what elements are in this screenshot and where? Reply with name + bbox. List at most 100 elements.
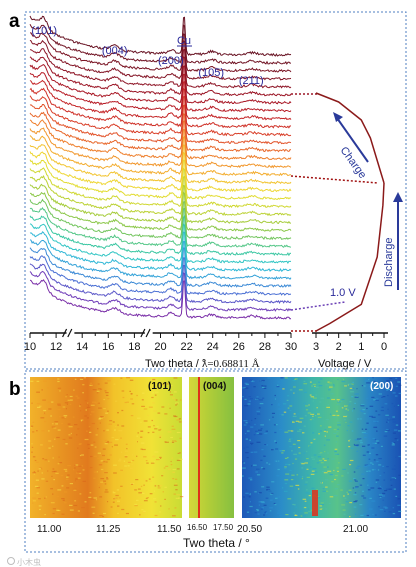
heatmap-cell [284,479,289,481]
heatmap-cell [66,403,68,405]
heatmap-cell [391,468,396,470]
heatmap-cell [104,443,108,445]
heatmap-cell [31,451,33,453]
heatmap-cell [77,428,80,430]
heatmap-cell [98,418,101,420]
heatmap-cell [139,514,141,516]
tick-11-50: 11.50 [157,524,182,535]
heatmap-cell [136,499,139,501]
heatmap-cell [143,456,147,458]
heatmap-cell [99,496,103,498]
heatmap-cell [130,460,133,462]
xrd-pattern [29,79,292,121]
heatmap-cell [342,509,346,511]
heatmap-cell [270,493,273,495]
xrd-pattern [29,279,292,320]
heatmap-cell [322,471,326,473]
heatmap-cell [47,470,49,472]
heatmap-cell [117,505,120,507]
heatmap-cell [250,398,253,400]
heatmap-cell [120,437,122,439]
heatmap-cell [256,474,261,476]
heatmap-cell [309,445,311,447]
heatmap-cell [386,389,389,391]
heatmap-cell [272,416,274,418]
heatmap-cell [373,399,376,401]
xrd-pattern [29,87,292,129]
heatmap-cell [54,421,59,423]
heatmap-cell [394,465,396,467]
heatmap-cell [154,501,157,503]
heatmap-cell [104,390,107,392]
heatmap-cell [334,450,337,453]
heatmap-cell [389,378,393,380]
heatmap-cell [329,386,333,388]
heatmap-cell [104,382,108,384]
heatmap-cell [320,397,325,399]
heatmap-cell [158,429,161,431]
heatmap-cell [386,380,390,382]
heatmap-cell [352,487,354,489]
heatmap-cell [122,396,125,399]
tick-16-50: 16.50 [187,523,208,532]
heatmap-cell [390,484,393,486]
heatmap-cell [312,418,314,420]
heatmap-cell [398,430,401,432]
heatmap-cell [320,462,324,464]
heatmap-cell [318,385,323,387]
heatmap-cell [382,396,386,398]
heatmap-cell [398,474,401,476]
heatmap-cell [75,478,78,480]
heatmap-cell [161,406,165,408]
heatmap-cell [152,402,155,404]
heatmap-cell [254,423,256,426]
heatmap-cell [116,489,119,491]
heatmap-cell [33,431,35,433]
heatmap-cell [289,389,293,391]
tick-label: 16 [102,341,114,353]
heatmap-cell [336,404,341,406]
heatmap-cell [274,424,278,426]
heatmap-cell [68,426,73,428]
heatmap-cell [388,386,392,389]
heatmap-cell [337,401,341,403]
heatmap-cell [57,409,61,411]
heatmap-cell [90,444,94,446]
heatmap-cell [349,401,352,403]
heatmap-cell [100,481,104,483]
heatmap-cell [337,424,341,426]
heatmap-cell [249,505,253,508]
heatmap-cell [86,417,89,419]
heatmap-cell [361,428,364,430]
heatmap-cell [32,431,34,433]
heatmap-cell [250,479,253,481]
heatmap-cell [118,497,121,499]
heatmap-cell [83,377,86,379]
heatmap-cell [127,461,131,463]
heatmap-cell [105,412,109,414]
heatmap-cell [373,420,376,422]
heatmap-cell [120,451,123,453]
heatmap-cell [125,443,128,445]
heatmap-cell [319,505,323,507]
heatmap-cell [99,388,103,390]
heatmap-cell [44,497,46,499]
heatmap-cell [258,407,261,409]
heatmap-cell [348,489,352,491]
heatmap-cell [360,442,363,444]
heatmap-cell [255,398,259,400]
heatmap-cell [154,428,158,430]
heatmap-cell [355,500,358,502]
heatmap-cell [164,388,168,391]
heatmap-cell [57,489,62,491]
heatmap-cell [136,394,138,397]
heatmap-cell [143,408,148,410]
heatmap-cell [362,490,364,492]
heatmap-cell [298,389,303,391]
heatmap-cell [124,454,128,456]
heatmap-cell [271,404,273,406]
heatmap-cell [51,471,56,473]
charge-arrowhead [333,112,343,122]
heatmap-cell [130,398,133,400]
heatmap-cell [147,426,151,428]
